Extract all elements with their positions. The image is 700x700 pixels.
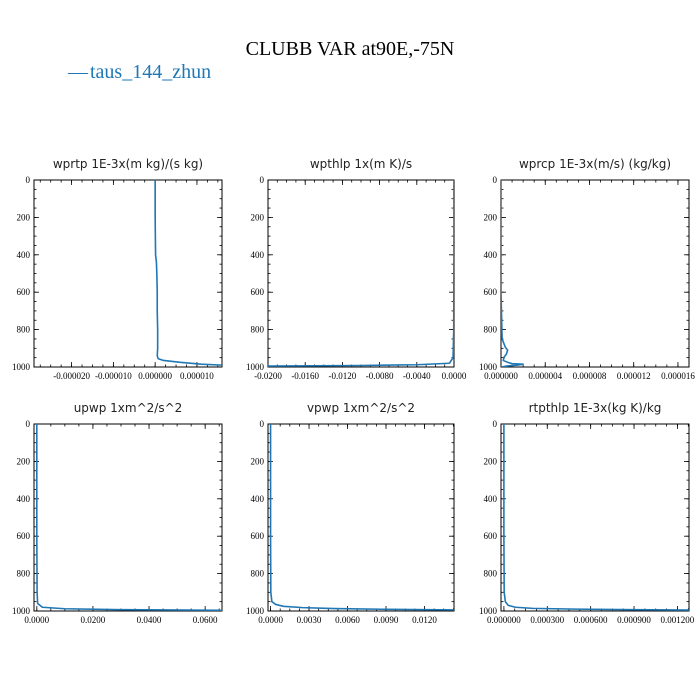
y-tick-label: 200	[251, 212, 265, 222]
y-tick-label: 800	[17, 325, 31, 335]
x-tick-label: 0.0400	[137, 615, 162, 625]
x-tick-label: 0.000016	[661, 371, 695, 381]
x-tick-label: 0.000900	[617, 615, 651, 625]
y-tick-label: 200	[17, 212, 31, 222]
series-line	[36, 424, 222, 611]
x-tick-label: -0.0120	[329, 371, 357, 381]
y-tick-label: 600	[484, 287, 498, 297]
y-tick-label: 400	[251, 250, 265, 260]
x-tick-label: 0.000000	[138, 371, 172, 381]
series-line	[501, 180, 524, 367]
x-tick-label: 0.0090	[374, 615, 399, 625]
y-tick-label: 800	[484, 569, 498, 579]
x-tick-label: -0.0200	[254, 371, 282, 381]
y-tick-label: 800	[251, 325, 265, 335]
subplot-6: rtpthlp 1E-3x(kg K)/kg020040060080010000…	[479, 401, 695, 625]
y-tick-label: 1000	[246, 362, 265, 372]
x-tick-label: 0.000004	[528, 371, 562, 381]
x-tick-label: -0.0040	[403, 371, 431, 381]
y-tick-label: 0	[493, 419, 498, 429]
x-tick-label: 0.000000	[484, 371, 518, 381]
y-tick-label: 0	[260, 419, 265, 429]
y-tick-label: 600	[484, 531, 498, 541]
x-tick-label: 0.0060	[335, 615, 360, 625]
subplot-title: rtpthlp 1E-3x(kg K)/kg	[529, 401, 662, 415]
y-tick-label: 200	[251, 456, 265, 466]
series-line	[503, 424, 689, 611]
y-tick-label: 600	[17, 287, 31, 297]
x-tick-label: 0.0000	[24, 615, 49, 625]
x-tick-label: 0.000008	[573, 371, 607, 381]
x-tick-label: 0.0030	[297, 615, 322, 625]
x-tick-label: 0.0000	[442, 371, 467, 381]
y-tick-label: 200	[17, 456, 31, 466]
x-tick-label: 0.000000	[487, 615, 521, 625]
y-tick-label: 400	[17, 250, 31, 260]
subplot-2: wpthlp 1x(m K)/s 0 200 400 600 800 1000-0.0200…	[246, 157, 467, 381]
x-tick-label: 0.000600	[574, 615, 608, 625]
y-tick-label: 600	[251, 531, 265, 541]
y-tick-label: 800	[17, 569, 31, 579]
subplot-title: upwp 1xm^2/s^2	[74, 401, 183, 415]
series-line	[154, 180, 222, 366]
subplot-grid: wprtp 1E-3x(m kg)/(s kg) 0 200 400 600 800 100…	[12, 157, 695, 625]
y-tick-label: 1000	[246, 606, 265, 616]
y-tick-label: 1000	[479, 606, 498, 616]
y-tick-label: 0	[260, 175, 265, 185]
y-tick-label: 1000	[12, 606, 31, 616]
y-tick-label: 600	[17, 531, 31, 541]
x-tick-label: 0.000010	[180, 371, 214, 381]
y-tick-label: 0	[26, 419, 31, 429]
y-tick-label: 400	[484, 250, 498, 260]
y-tick-label: 0	[26, 175, 31, 185]
subplot-title: wpthlp 1x(m K)/s	[310, 157, 412, 171]
y-tick-label: 400	[17, 494, 31, 504]
y-tick-label: 800	[484, 325, 498, 335]
x-tick-label: 0.000012	[617, 371, 651, 381]
series-line	[268, 180, 454, 367]
y-tick-label: 400	[251, 494, 265, 504]
y-tick-label: 600	[251, 287, 265, 297]
subplot-title: wprcp 1E-3x(m/s) (kg/kg)	[519, 157, 671, 171]
x-tick-label: -0.0160	[291, 371, 319, 381]
y-tick-label: 1000	[479, 362, 498, 372]
legend: — taus_144_zhun	[67, 61, 211, 83]
x-tick-label: -0.0080	[366, 371, 394, 381]
subplot-title: wprtp 1E-3x(m kg)/(s kg)	[53, 157, 203, 171]
x-tick-label: 0.0120	[412, 615, 437, 625]
y-tick-label: 400	[484, 494, 498, 504]
x-tick-label: -0.000010	[95, 371, 132, 381]
legend-label: taus_144_zhun	[90, 61, 211, 83]
y-tick-label: 200	[484, 212, 498, 222]
legend-dash: —	[67, 61, 89, 83]
x-tick-label: 0.001200	[661, 615, 695, 625]
subplot-3: wprcp 1E-3x(m/s) (kg/kg) 0 200 400 600 800 100…	[479, 157, 695, 381]
y-tick-label: 0	[493, 175, 498, 185]
x-tick-label: 0.0200	[81, 615, 106, 625]
subplot-title: vpwp 1xm^2/s^2	[307, 401, 415, 415]
y-tick-label: 1000	[12, 362, 31, 372]
series-line	[269, 424, 454, 611]
x-tick-label: -0.000020	[53, 371, 90, 381]
x-tick-label: 0.0600	[193, 615, 218, 625]
figure-title: CLUBB VAR at90E,-75N	[246, 38, 455, 60]
y-tick-label: 800	[251, 569, 265, 579]
x-tick-label: 0.0000	[258, 615, 283, 625]
subplot-1: wprtp 1E-3x(m kg)/(s kg) 0 200 400 600 800 100…	[12, 157, 223, 381]
y-tick-label: 200	[484, 456, 498, 466]
x-tick-label: 0.000300	[530, 615, 564, 625]
